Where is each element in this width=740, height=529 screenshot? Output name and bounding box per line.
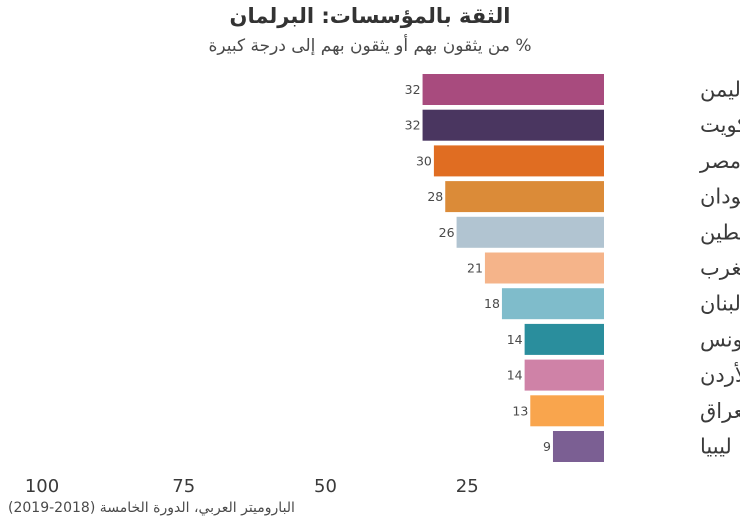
category-label: فلسطين — [700, 220, 740, 244]
category-label: العراق — [700, 399, 740, 423]
bar-chart: 32 اليمن 32 الكويت 30 مصر 28 السودان 26 فلسطين 21 ا… — [25, 74, 740, 497]
category-label: لبنان — [700, 292, 740, 316]
data-label: 9 — [543, 439, 551, 454]
x-tick-label: 25 — [456, 476, 479, 497]
data-label: 14 — [507, 368, 523, 383]
x-tick-label: 50 — [314, 476, 337, 497]
category-label: المغرب — [700, 256, 740, 280]
bar — [433, 145, 604, 177]
bar — [422, 74, 604, 105]
data-label: 26 — [439, 225, 455, 240]
data-label: 14 — [507, 332, 523, 347]
bar — [484, 252, 604, 284]
chart-source: الباروميتر العربي، الدورة الخامسة (2018-… — [8, 500, 295, 516]
bar — [530, 395, 604, 427]
chart-subtitle: % من يثقون بهم أو يثقون بهم إلى درجة كبي… — [208, 36, 532, 56]
bar — [422, 109, 604, 141]
data-label: 32 — [405, 118, 421, 133]
category-label: الكويت — [700, 113, 740, 137]
category-label: ليبيا — [700, 435, 732, 459]
data-label: 28 — [427, 189, 443, 204]
data-label: 32 — [405, 82, 421, 97]
x-tick-label: 75 — [172, 476, 195, 497]
bar — [445, 181, 604, 213]
bar — [524, 323, 604, 355]
data-label: 18 — [484, 296, 500, 311]
bar — [456, 216, 604, 248]
chart-title: الثقة بالمؤسسات: البرلمان — [229, 4, 511, 28]
category-label: اليمن — [700, 78, 740, 102]
category-label: مصر — [699, 149, 740, 173]
bar — [552, 431, 604, 462]
data-label: 13 — [512, 403, 528, 418]
bar — [524, 359, 604, 391]
data-label: 21 — [467, 261, 483, 276]
bar — [501, 288, 604, 320]
x-tick-label: 100 — [25, 476, 59, 497]
category-label: الأردن — [700, 362, 740, 387]
category-label: تونس — [700, 327, 740, 351]
category-label: السودان — [700, 185, 740, 209]
data-label: 30 — [416, 153, 432, 168]
